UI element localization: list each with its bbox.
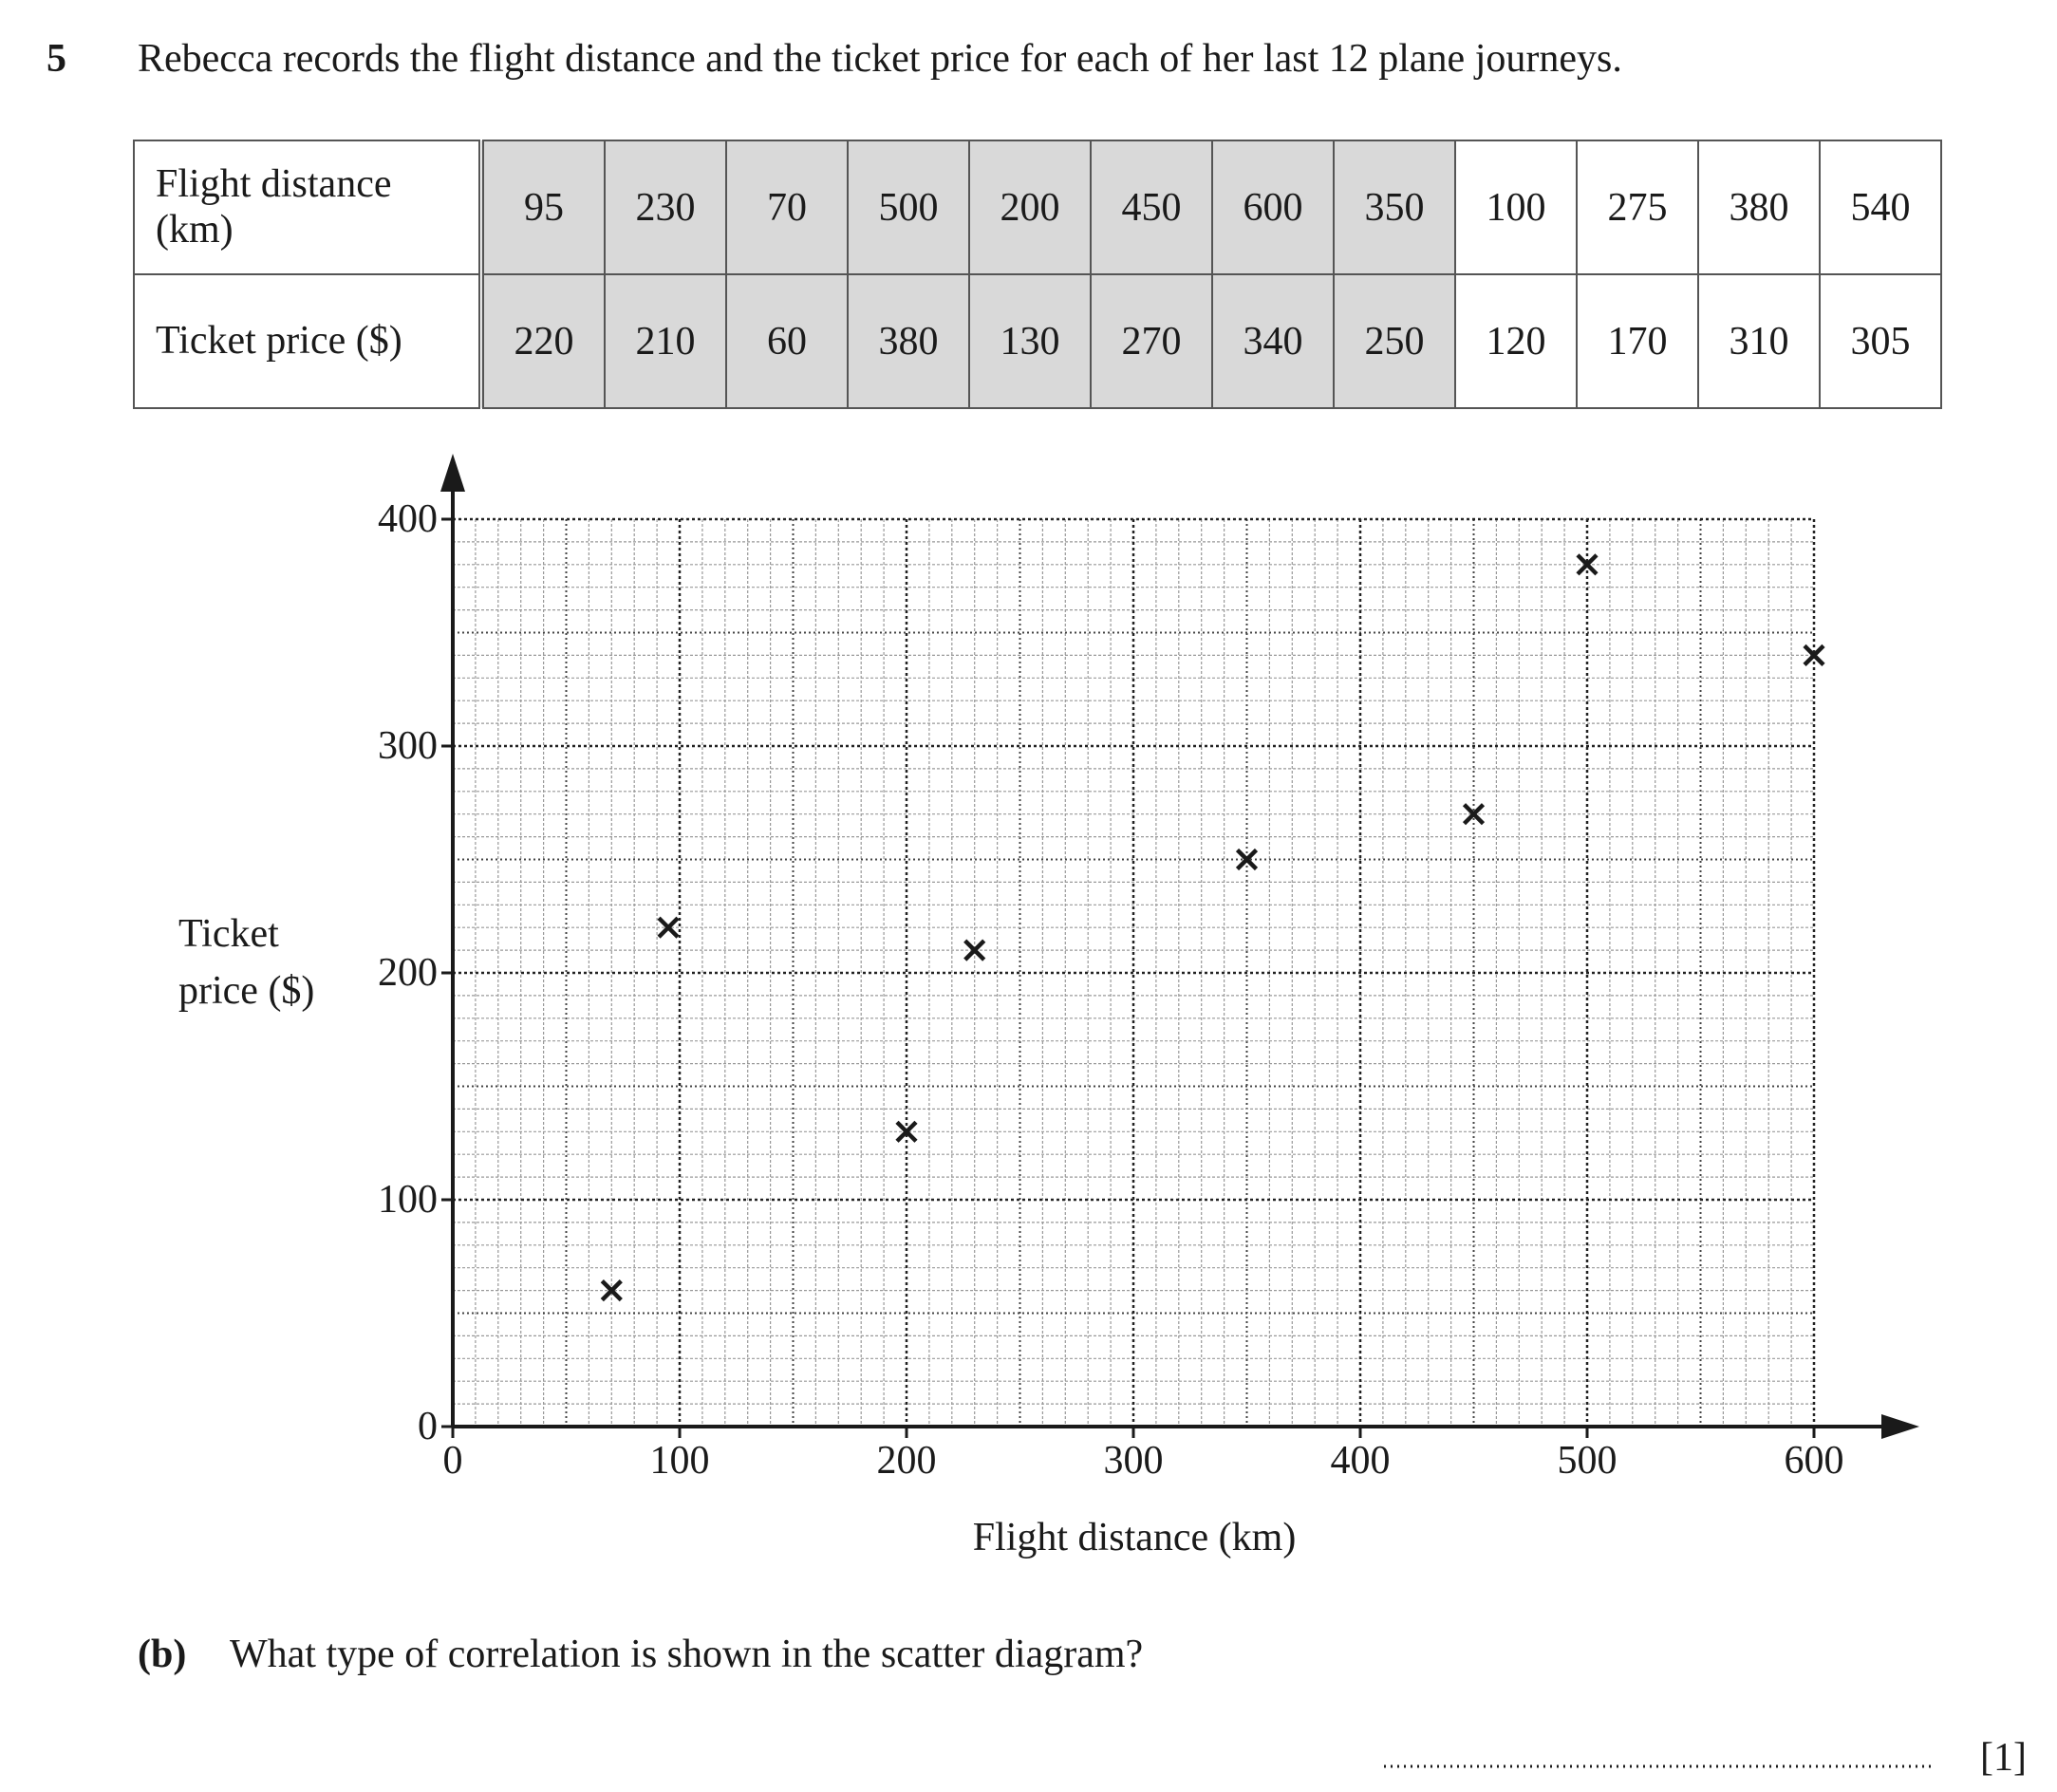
x-tick-label: 500 (1558, 1439, 1618, 1483)
x-tick-label: 0 (443, 1439, 463, 1483)
table-cell: 120 (1454, 273, 1578, 409)
table-row: Ticket price ($) 220 210 60 380 130 270 340 250 1… (133, 273, 1942, 409)
x-tick-label: 200 (877, 1439, 937, 1483)
data-point (895, 1120, 918, 1143)
row-label: Ticket price ($) (133, 273, 484, 409)
table-cell: 340 (1211, 273, 1335, 409)
table-cell: 500 (847, 140, 970, 275)
data-point (1235, 848, 1259, 871)
table-cell: 450 (1090, 140, 1213, 275)
data-point (1462, 803, 1486, 826)
x-axis-label: Flight distance (km) (973, 1516, 1297, 1559)
table-cell: 600 (1211, 140, 1335, 275)
table-cell: 230 (604, 140, 727, 275)
data-table: Flight distance (km) 95 230 70 500 200 450 600 3… (133, 140, 1942, 409)
x-tick-label: 400 (1331, 1439, 1391, 1483)
y-tick-label: 400 (378, 497, 438, 541)
table-cell: 275 (1576, 140, 1699, 275)
y-tick-label: 200 (378, 951, 438, 995)
y-tick-label: 100 (378, 1178, 438, 1222)
question-text: Rebecca records the flight distance and … (138, 37, 1622, 81)
x-tick-label: 100 (650, 1439, 710, 1483)
table-cell: 350 (1333, 140, 1456, 275)
table-cell: 95 (480, 140, 606, 275)
y-tick-label: 0 (418, 1405, 438, 1448)
part-text: What type of correlation is shown in the… (230, 1633, 1143, 1676)
table-cell: 200 (968, 140, 1092, 275)
table-cell: 305 (1819, 273, 1942, 409)
table-cell: 250 (1333, 273, 1456, 409)
data-point (1803, 644, 1825, 666)
table-cell: 540 (1819, 140, 1942, 275)
table-cell: 70 (725, 140, 849, 275)
data-point (1576, 553, 1599, 576)
y-tick-label: 300 (378, 724, 438, 768)
table-cell: 220 (480, 273, 606, 409)
x-axis-arrow (1881, 1414, 1919, 1439)
part-label: (b) (138, 1633, 186, 1676)
marks: [1] (1980, 1736, 2027, 1780)
table-cell: 170 (1576, 273, 1699, 409)
table-cell: 380 (847, 273, 970, 409)
table-cell: 380 (1697, 140, 1821, 275)
data-point (963, 939, 986, 961)
x-tick-label: 300 (1104, 1439, 1164, 1483)
row-label: Flight distance (km) (133, 140, 484, 275)
table-cell: 130 (968, 273, 1092, 409)
table-cell: 270 (1090, 273, 1213, 409)
table-cell: 60 (725, 273, 849, 409)
table-cell: 310 (1697, 273, 1821, 409)
table-row: Flight distance (km) 95 230 70 500 200 450 600 3… (133, 140, 1942, 275)
question-number: 5 (47, 37, 66, 81)
y-axis-arrow (440, 454, 465, 492)
x-tick-label: 600 (1785, 1439, 1844, 1483)
y-axis-label: Ticket price ($) (178, 912, 315, 1013)
data-point (657, 916, 680, 939)
data-point (600, 1279, 623, 1302)
table-cell: 210 (604, 273, 727, 409)
table-cell: 100 (1454, 140, 1578, 275)
